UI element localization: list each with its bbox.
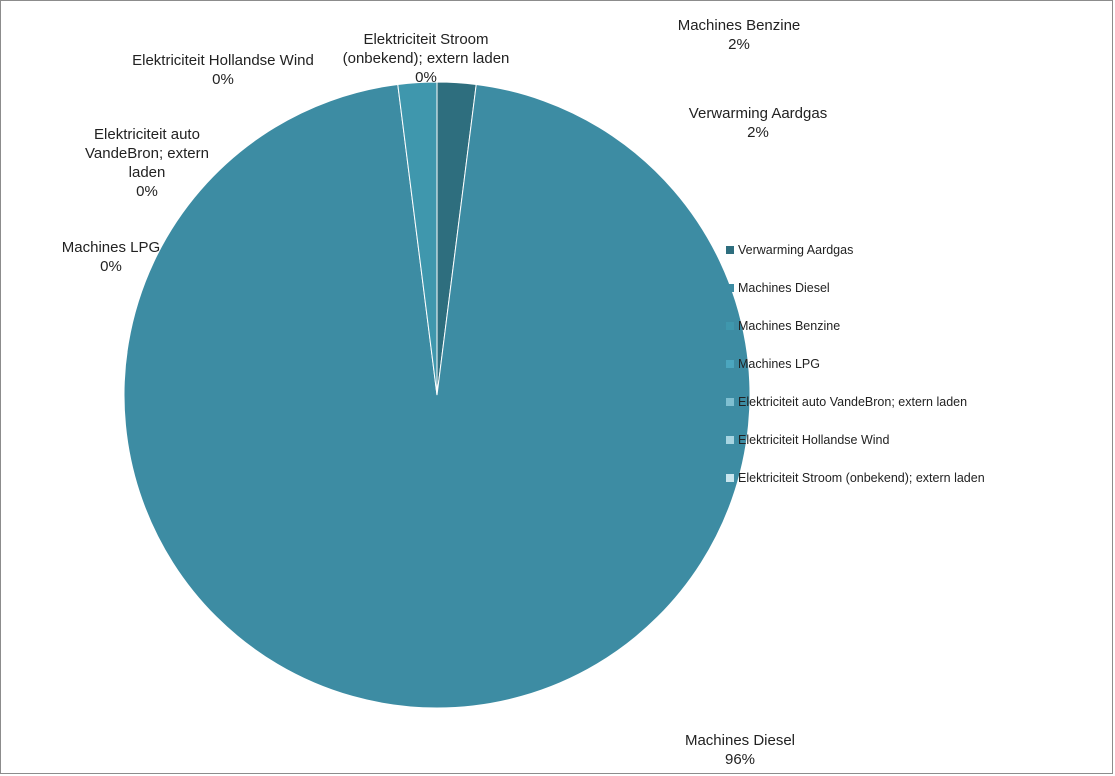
legend-label: Verwarming Aardgas [738,243,854,257]
legend-label: Machines Diesel [738,281,830,295]
legend-swatch [726,360,734,368]
legend-item-verwarming-aardgas: Verwarming Aardgas [726,242,1056,280]
legend-item-elektriciteit-stroom-onbekend: Elektriciteit Stroom (onbekend); extern … [726,470,1056,508]
data-label-machines-diesel: Machines Diesel 96% [684,732,796,768]
data-label-elektriciteit-stroom-onbekend: Elektriciteit Stroom (onbekend); extern … [342,31,510,86]
data-label-elektriciteit-vandebron: Elektriciteit auto VandeBron; extern lad… [85,126,209,200]
legend-label: Elektriciteit Stroom (onbekend); extern … [738,471,985,485]
legend-label: Elektriciteit Hollandse Wind [738,433,890,447]
legend-label: Machines Benzine [738,319,841,333]
legend: Verwarming Aardgas Machines Diesel Machi… [726,242,1056,508]
legend-item-machines-benzine: Machines Benzine [726,318,1056,356]
legend-swatch [726,474,734,482]
legend-label: Machines LPG [738,357,820,371]
legend-swatch [726,436,734,444]
pie-slice-machines-diesel [123,83,751,709]
legend-item-machines-diesel: Machines Diesel [726,280,1056,318]
legend-swatch [726,322,734,330]
legend-swatch [726,246,734,254]
data-label-verwarming-aardgas: Verwarming Aardgas 2% [688,105,828,141]
data-label-machines-lpg: Machines LPG 0% [61,239,161,275]
legend-label: Elektriciteit auto VandeBron; extern lad… [738,395,968,409]
legend-item-elektriciteit-hollandse-wind: Elektriciteit Hollandse Wind [726,432,1056,470]
legend-item-elektriciteit-vandebron: Elektriciteit auto VandeBron; extern lad… [726,394,1056,432]
legend-item-machines-lpg: Machines LPG [726,356,1056,394]
data-label-elektriciteit-hollandse-wind: Elektriciteit Hollandse Wind 0% [132,52,314,88]
legend-swatch [726,284,734,292]
legend-swatch [726,398,734,406]
data-label-machines-benzine: Machines Benzine 2% [677,17,801,53]
